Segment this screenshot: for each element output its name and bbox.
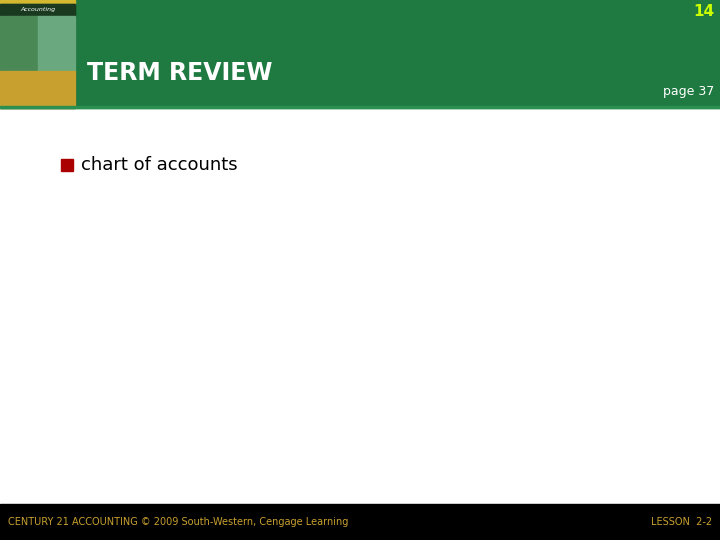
Text: TERM REVIEW: TERM REVIEW xyxy=(87,62,272,85)
Bar xyxy=(0,4,75,16)
Text: Accounting: Accounting xyxy=(20,8,55,12)
Bar xyxy=(0,4,75,108)
Bar xyxy=(0,16,37,71)
Text: chart of accounts: chart of accounts xyxy=(81,156,238,174)
Text: page 37: page 37 xyxy=(662,85,714,98)
Bar xyxy=(37,16,75,71)
Bar xyxy=(0,504,720,540)
Bar xyxy=(0,106,720,108)
Text: CENTURY 21 ACCOUNTING © 2009 South-Western, Cengage Learning: CENTURY 21 ACCOUNTING © 2009 South-Weste… xyxy=(8,517,348,527)
Bar xyxy=(0,0,75,4)
Bar xyxy=(0,71,75,108)
Bar xyxy=(0,0,720,108)
Bar xyxy=(61,159,73,171)
Text: LESSON  2-2: LESSON 2-2 xyxy=(651,517,712,527)
Text: 14: 14 xyxy=(693,4,714,19)
